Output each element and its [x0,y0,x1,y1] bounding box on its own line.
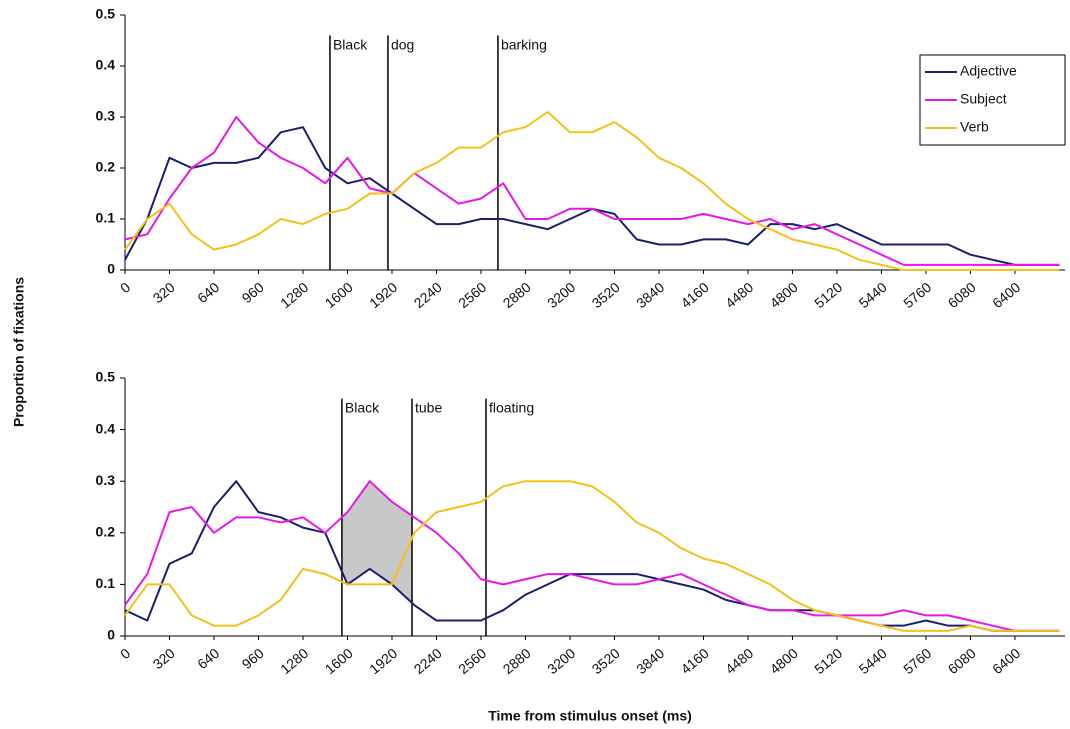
x-tick-label: 2240 [411,645,445,677]
x-tick-label: 640 [194,279,222,306]
x-tick-label: 0 [117,645,133,662]
series-line [124,110,1060,271]
series-line [124,480,1060,632]
y-tick-label: 0.3 [96,108,116,124]
y-tick-label: 0.2 [96,159,116,175]
x-tick-label: 6080 [945,279,979,311]
x-tick-label: 5440 [856,279,890,311]
series-line [124,480,1060,632]
x-tick-label: 640 [194,645,222,672]
x-tick-label: 1600 [322,645,356,677]
y-tick-label: 0.5 [96,6,116,22]
x-tick-label: 2880 [500,279,534,311]
x-tick-label: 3840 [633,279,667,311]
x-tick-label: 0 [117,279,133,296]
x-tick-label: 2240 [411,279,445,311]
series-line [124,480,1060,632]
x-tick-label: 960 [239,279,267,306]
x-axis-label: Time from stimulus onset (ms) [488,708,692,724]
x-tick-label: 5440 [856,645,890,677]
x-tick-label: 6400 [989,279,1023,311]
x-tick-label: 4160 [678,279,712,311]
x-tick-label: 2880 [500,645,534,677]
x-tick-label: 2560 [455,279,489,311]
shaded-region [341,481,413,603]
annotation-label: Black [333,36,368,52]
y-tick-label: 0.3 [96,472,116,488]
y-tick-label: 0 [107,627,115,643]
x-tick-label: 1600 [322,279,356,311]
y-tick-label: 0.2 [96,524,116,540]
annotation-label: tube [415,400,442,416]
annotation-label: floating [489,400,534,416]
x-tick-label: 4480 [722,279,756,311]
y-tick-label: 0 [107,261,115,277]
x-tick-label: 6400 [989,645,1023,677]
x-tick-label: 3520 [589,279,623,311]
annotation-label: Black [345,400,380,416]
x-tick-label: 1920 [366,279,400,311]
x-tick-label: 2560 [455,645,489,677]
x-tick-label: 4800 [767,645,801,677]
x-tick-label: 5760 [900,279,934,311]
y-tick-label: 0.1 [96,575,116,591]
y-tick-label: 0.4 [96,57,116,73]
legend-label: Subject [960,91,1007,107]
x-tick-label: 320 [150,645,178,672]
x-tick-label: 4800 [767,279,801,311]
x-tick-label: 4480 [722,645,756,677]
x-tick-label: 960 [239,645,267,672]
y-tick-label: 0.4 [96,420,116,436]
x-tick-label: 3200 [544,645,578,677]
x-tick-label: 5120 [811,279,845,311]
y-axis-label: Proportion of fixations [11,277,27,427]
x-tick-label: 5760 [900,645,934,677]
y-tick-label: 0.1 [96,210,116,226]
annotation-label: barking [501,36,547,52]
x-tick-label: 6080 [945,645,979,677]
series-line [124,116,1060,266]
x-tick-label: 4160 [678,645,712,677]
x-tick-label: 320 [150,279,178,306]
x-tick-label: 1920 [366,645,400,677]
x-tick-label: 5120 [811,645,845,677]
legend-label: Adjective [960,63,1017,79]
x-tick-label: 3200 [544,279,578,311]
x-tick-label: 1280 [277,645,311,677]
y-tick-label: 0.5 [96,369,116,385]
annotation-label: dog [391,36,414,52]
x-tick-label: 1280 [277,279,311,311]
legend-label: Verb [960,119,989,135]
x-tick-label: 3840 [633,645,667,677]
x-tick-label: 3520 [589,645,623,677]
